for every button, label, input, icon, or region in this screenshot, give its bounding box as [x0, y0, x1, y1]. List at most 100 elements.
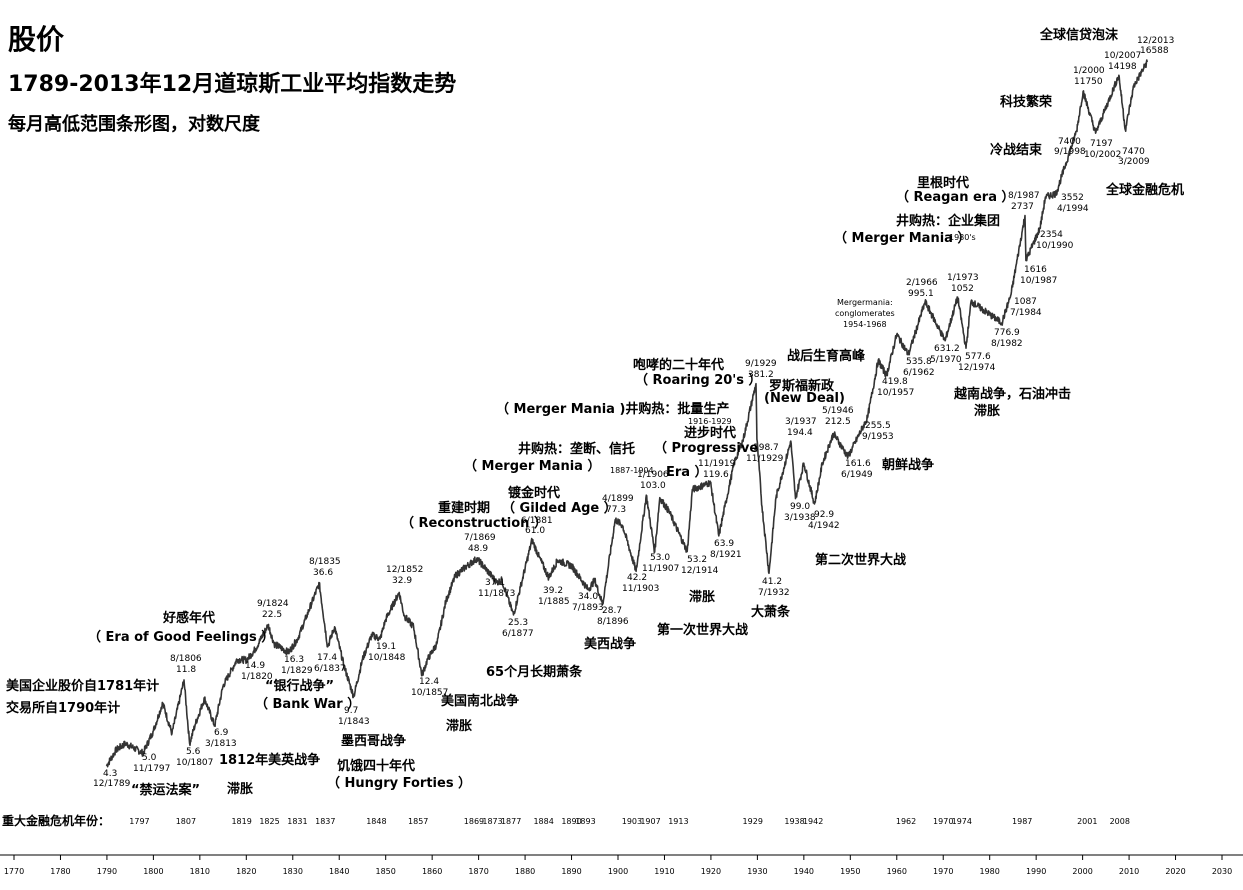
crisis-year: 1893: [575, 817, 595, 826]
label-1813-value: 6.9: [214, 728, 229, 738]
label-1829-date: 1/1829: [281, 666, 313, 676]
event-global-crisis: 全球金融危机: [1105, 182, 1184, 198]
crisis-year: 1857: [408, 817, 428, 826]
event-reagan-era: 里根时代: [917, 175, 969, 191]
label-1932-value: 41.2: [762, 577, 782, 587]
label-1921-date: 8/1921: [710, 550, 742, 560]
label-1906-date: 1/1906: [637, 470, 669, 480]
x-tick-label: 1990: [1026, 867, 1046, 876]
label-1937-value: 194.4: [787, 428, 813, 438]
event-merger-mania-1-en: （ Merger Mania ）: [464, 458, 600, 474]
label-1869-date: 7/1869: [464, 533, 496, 543]
x-tick-label: 1790: [97, 867, 117, 876]
label-1970-date: 5/1970: [930, 355, 962, 365]
event-bank-war: “银行战争”: [265, 678, 334, 694]
label-1919-date: 11/1919: [698, 459, 736, 469]
label-1982-value: 776.9: [994, 328, 1020, 338]
label-1998-value: 7400: [1058, 137, 1081, 147]
label-1994-date: 4/1994: [1057, 204, 1089, 214]
label-1953-date: 9/1953: [862, 432, 894, 442]
label-1946-date: 5/1946: [822, 406, 854, 416]
label-2013-date: 12/2013: [1137, 36, 1174, 46]
label-2002-value: 7197: [1090, 139, 1113, 149]
x-tick-label: 1910: [654, 867, 674, 876]
label-1962-value: 535.8: [906, 357, 932, 367]
event-embargo: “禁运法案”: [131, 782, 200, 798]
label-1877-date: 6/1877: [502, 629, 534, 639]
label-1837-value: 17.4: [317, 653, 337, 663]
label-1820-value: 14.9: [245, 661, 265, 671]
event-civil-war: 美国南北战争: [441, 693, 519, 709]
crisis-year: 2008: [1110, 817, 1130, 826]
label-2009-date: 3/2009: [1118, 157, 1150, 167]
label-1932-date: 7/1932: [758, 588, 790, 598]
event-progressive-era: Era ）: [666, 464, 708, 480]
label-1914-date: 12/1914: [681, 566, 719, 576]
label-1843-date: 1/1843: [338, 717, 370, 727]
x-tick-label: 2000: [1072, 867, 1092, 876]
label-1789-date: 12/1789: [93, 779, 131, 789]
label-2007-date: 10/2007: [1104, 51, 1141, 61]
event-merger-mania-1: 井购热：垄断、信托: [518, 441, 635, 457]
label-1906-value: 103.0: [640, 481, 666, 491]
label-1987b-date: 10/1987: [1020, 276, 1057, 286]
event-baby-boom: 战后生育高峰: [787, 348, 866, 364]
label-1852-date: 12/1852: [386, 565, 423, 575]
x-tick-label: 1820: [236, 867, 256, 876]
chart-subtitle-2: 每月高低范围条形图，对数尺度: [8, 114, 260, 135]
x-tick-label: 1940: [794, 867, 814, 876]
label-1797-value: 5.0: [142, 753, 157, 763]
label-1962-date: 6/1962: [903, 368, 935, 378]
label-1907-date: 11/1907: [642, 564, 679, 574]
label-1899-date: 4/1899: [602, 494, 634, 504]
crisis-year: 1837: [315, 817, 335, 826]
label-1899-value: 77.3: [606, 505, 626, 515]
label-1824-value: 22.5: [262, 610, 282, 620]
event-vietnam: 越南战争，石油冲击: [953, 386, 1071, 402]
label-1789-value: 4.3: [103, 769, 117, 779]
label-1987-value: 2737: [1011, 202, 1034, 212]
label-1953-value: 255.5: [865, 421, 891, 431]
label-1797-date: 11/1797: [133, 764, 170, 774]
event-stagflation-4: 滞胀: [974, 403, 1000, 419]
crisis-year: 2001: [1077, 817, 1097, 826]
event-reagan-era-en: （ Reagan era ）: [896, 189, 1015, 205]
label-1987-date: 8/1987: [1008, 191, 1040, 201]
crisis-year: 1974: [952, 817, 972, 826]
label-1807-value: 5.6: [186, 747, 201, 757]
label-1990-date: 10/1990: [1036, 241, 1074, 251]
label-1873-value: 37.1: [485, 578, 505, 588]
label-1984-value: 1087: [1014, 297, 1037, 307]
series-group: [105, 59, 1148, 768]
event-reconstruction-en: （ Reconstruction ）: [401, 515, 547, 531]
x-tick-label: 1860: [422, 867, 442, 876]
event-stagflation-2: 滞胀: [446, 718, 472, 734]
x-tick-label: 1980: [980, 867, 1000, 876]
x-tick-label: 1870: [468, 867, 488, 876]
crisis-year: 1819: [231, 817, 251, 826]
event-cold-war-end: 冷战结束: [990, 142, 1043, 158]
label-1835-value: 36.6: [313, 568, 333, 578]
label-1813-date: 3/1813: [205, 739, 237, 749]
label-1807-date: 10/1807: [176, 758, 213, 768]
label-1984-date: 7/1984: [1010, 308, 1042, 318]
crisis-year: 1831: [287, 817, 307, 826]
event-tech-boom: 科技繁荣: [1000, 94, 1053, 110]
x-tick-label: 1950: [840, 867, 860, 876]
crisis-year: 1962: [896, 817, 916, 826]
event-stagflation-3: 滞胀: [689, 589, 715, 605]
event-new-deal-en: (New Deal): [764, 391, 845, 406]
label-1829-value: 16.3: [284, 655, 304, 665]
event-bank-war-en: （ Bank War ）: [255, 696, 360, 712]
crisis-year: 1825: [259, 817, 279, 826]
label-1994-value: 3552: [1061, 193, 1084, 203]
label-1957-value: 419.8: [882, 377, 908, 387]
crisis-year: 1942: [803, 817, 823, 826]
x-tick-label: 1880: [515, 867, 535, 876]
x-tick-label: 1900: [608, 867, 628, 876]
crisis-year: 1877: [501, 817, 521, 826]
event-merger-mania-3: 井购热：企业集团: [896, 213, 1000, 229]
label-1929-value: 381.2: [748, 370, 774, 380]
x-tick-label: 1930: [747, 867, 767, 876]
